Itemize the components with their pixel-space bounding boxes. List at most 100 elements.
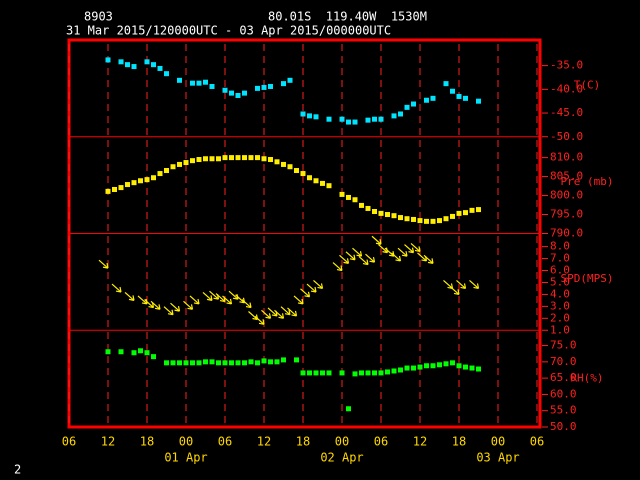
data-point — [229, 90, 234, 96]
data-point — [476, 366, 481, 372]
data-point — [105, 188, 111, 194]
y-tick-label: 4.0 — [550, 287, 570, 300]
data-point — [313, 114, 319, 120]
page-number: 2 — [14, 463, 21, 477]
y-tick-label: -35.0 — [550, 59, 583, 72]
data-point — [255, 85, 260, 91]
data-point — [235, 360, 241, 366]
data-point — [294, 357, 299, 363]
data-point — [359, 202, 364, 208]
wind-arrow — [371, 235, 382, 245]
data-point — [346, 406, 351, 412]
y-tick-label: 3.0 — [550, 299, 570, 312]
data-point — [209, 83, 215, 89]
data-point — [404, 365, 410, 371]
data-point — [281, 161, 286, 167]
data-point — [222, 155, 228, 161]
data-point — [359, 370, 364, 376]
data-point — [300, 171, 306, 177]
data-point — [157, 171, 163, 177]
data-point — [430, 95, 436, 101]
wind-arrow — [332, 262, 343, 272]
x-tick-label: 12 — [413, 435, 427, 449]
data-point — [151, 175, 156, 181]
data-point — [300, 370, 306, 376]
x-tick-label: 12 — [101, 435, 115, 449]
data-point — [151, 62, 156, 68]
x-tick-label: 00 — [179, 435, 193, 449]
data-point — [398, 367, 403, 373]
wind-arrow — [202, 291, 213, 301]
panel-label: T(C) — [574, 78, 601, 91]
wind-arrow — [404, 244, 415, 254]
data-point — [411, 216, 416, 222]
data-point — [339, 370, 345, 376]
data-point — [417, 364, 423, 370]
data-point — [248, 155, 254, 161]
y-tick-label: 6.0 — [550, 264, 570, 277]
data-point — [196, 360, 202, 366]
wind-arrow — [222, 295, 233, 305]
data-point — [242, 90, 247, 96]
wind-arrow — [293, 295, 304, 305]
wind-arrow — [254, 315, 265, 325]
data-point — [372, 370, 377, 376]
data-point — [144, 59, 150, 65]
data-point — [229, 155, 234, 161]
wind-arrow — [397, 247, 408, 257]
data-point — [320, 180, 325, 186]
data-point — [365, 117, 371, 123]
data-point — [443, 81, 449, 87]
data-point — [125, 62, 130, 68]
wind-arrow — [248, 311, 259, 321]
data-point — [196, 80, 202, 86]
data-point — [372, 208, 377, 214]
y-tick-label: 790.0 — [550, 227, 583, 240]
data-point — [177, 161, 182, 167]
data-point — [391, 113, 397, 119]
data-point — [378, 370, 384, 376]
y-tick-label: 55.0 — [550, 404, 577, 417]
x-tick-label: 00 — [335, 435, 349, 449]
data-point — [391, 213, 397, 219]
data-point — [404, 104, 410, 110]
y-tick-label: 75.0 — [550, 339, 577, 352]
data-point — [326, 370, 332, 376]
data-point — [417, 218, 423, 224]
data-point — [183, 160, 189, 166]
data-point — [372, 116, 377, 122]
data-point — [177, 77, 182, 83]
data-point — [404, 216, 410, 222]
data-point — [281, 357, 286, 363]
data-point — [138, 348, 143, 354]
station-id: 8903 — [84, 10, 113, 24]
wind-arrow — [241, 299, 252, 309]
data-point — [456, 93, 462, 99]
panel-label: RH(%) — [570, 372, 603, 385]
data-point — [248, 359, 254, 365]
wind-arrow — [469, 279, 480, 290]
y-tick-label: -50.0 — [550, 130, 583, 143]
wind-arrow — [391, 252, 402, 262]
data-point — [222, 87, 228, 93]
station-location: 80.01S 119.40W 1530M — [268, 10, 427, 24]
data-point — [424, 218, 429, 224]
data-point — [229, 360, 234, 366]
wind-arrow — [313, 279, 324, 290]
data-point — [287, 77, 293, 83]
data-point — [216, 156, 221, 162]
panel-label: Pre (mb) — [561, 175, 614, 188]
data-point — [203, 359, 208, 365]
data-point — [118, 349, 124, 355]
data-point — [261, 358, 267, 364]
data-point — [131, 350, 137, 356]
data-point — [346, 119, 351, 125]
wind-arrow — [163, 306, 174, 316]
data-point — [190, 80, 195, 86]
data-point — [242, 360, 247, 366]
data-point — [378, 210, 384, 216]
data-point — [183, 360, 189, 366]
y-tick-label: 65.0 — [550, 371, 577, 384]
wind-arrow — [365, 253, 376, 263]
